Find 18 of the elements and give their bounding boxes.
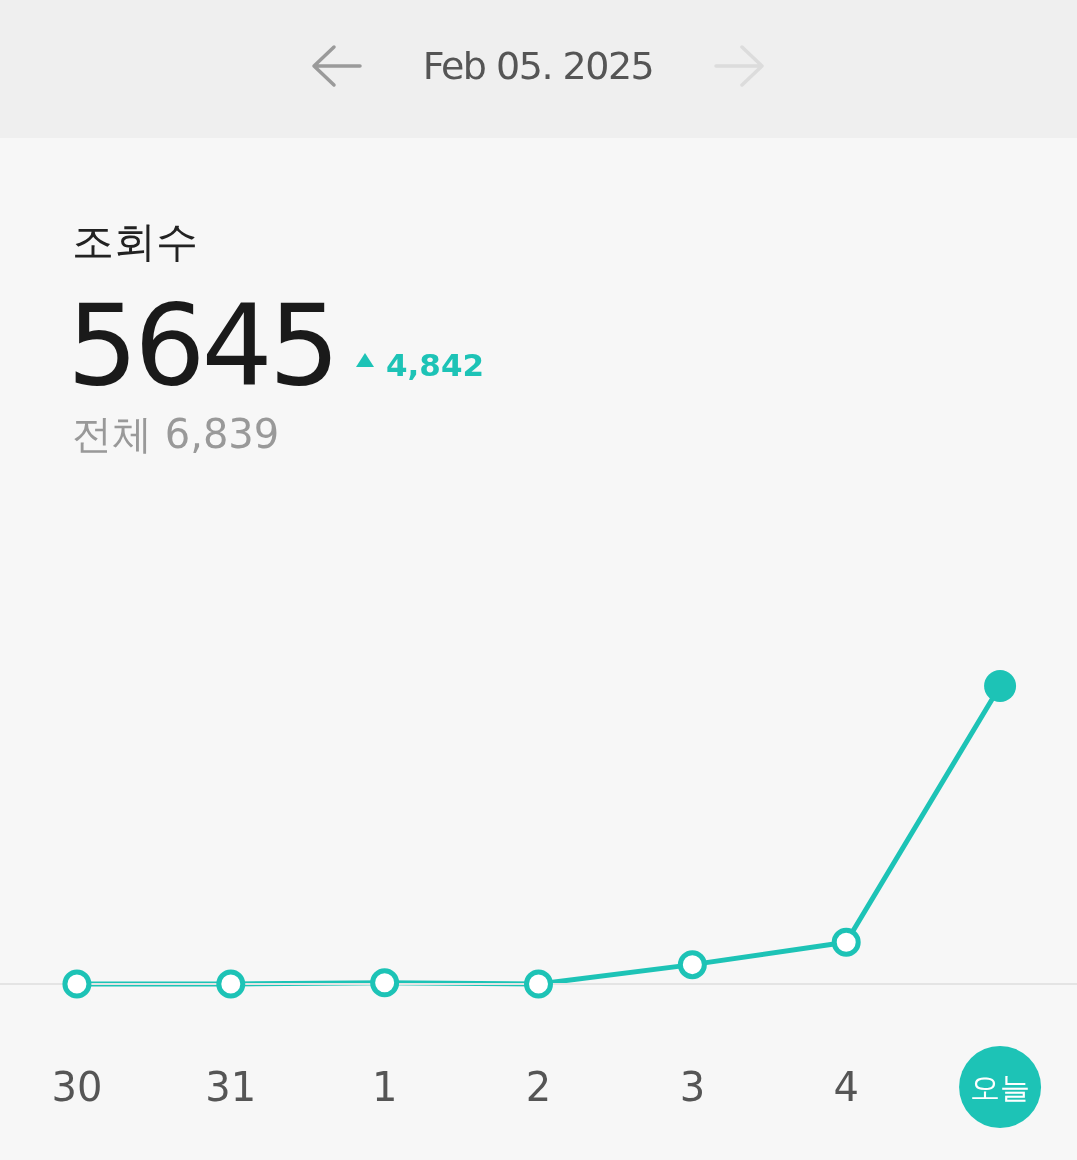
point: [62, 969, 92, 999]
x-tick-label: 오늘: [970, 1069, 1031, 1105]
point: [370, 968, 400, 998]
point: [831, 927, 861, 957]
x-tick-label: 3: [679, 1064, 706, 1110]
x-tick-label: 1: [371, 1064, 398, 1110]
chart-title: 조회수: [72, 216, 198, 268]
x-tick-label: 4: [833, 1064, 859, 1110]
x-tick-label: 2: [525, 1064, 552, 1110]
text: 전체 6,839: [72, 411, 280, 457]
point: [216, 969, 246, 999]
point: [524, 969, 553, 999]
text: 5645: [67, 280, 337, 410]
text: 4,842: [386, 346, 485, 385]
x-tick-label: 30: [51, 1064, 103, 1110]
x-tick-label: 31: [205, 1064, 257, 1110]
text: Feb 05. 2025: [421, 43, 655, 90]
point: [677, 950, 707, 980]
